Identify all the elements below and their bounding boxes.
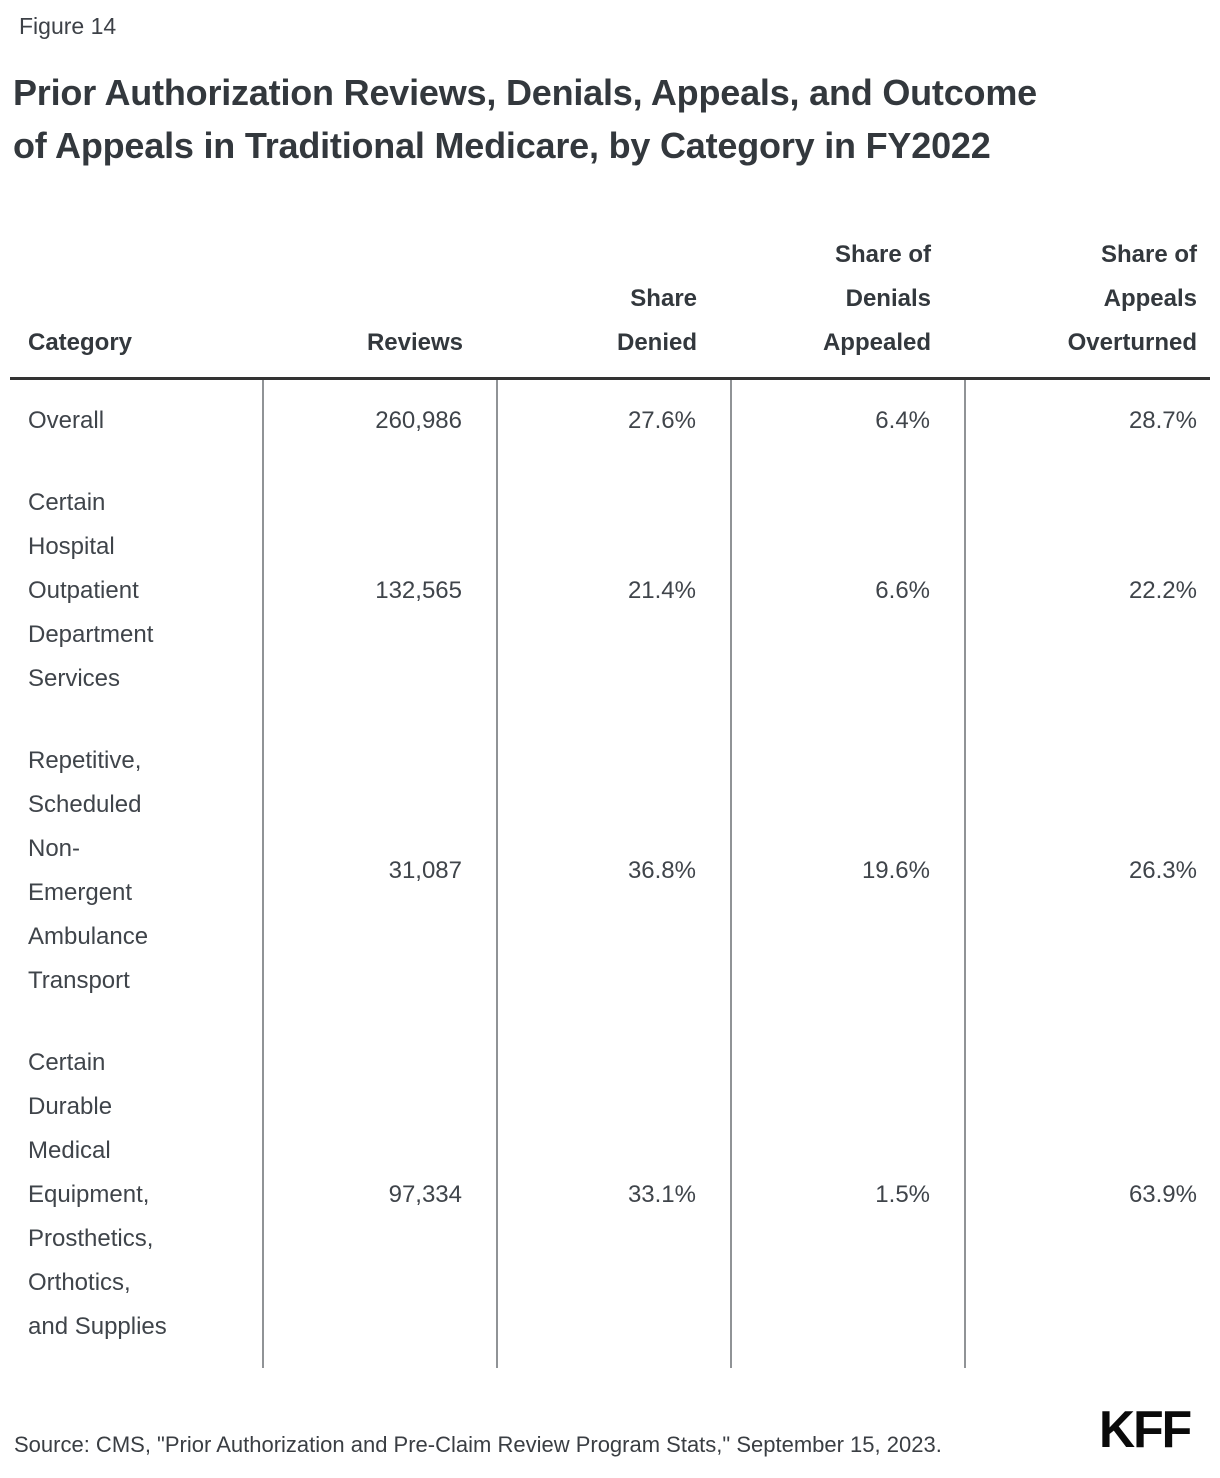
col-header-share-appeals-overturned: Share of Appeals Overturned bbox=[965, 225, 1210, 380]
cell-category: Repetitive, Scheduled Non- Emergent Ambu… bbox=[28, 747, 149, 994]
cell-share-denials-appealed: 6.4% bbox=[730, 378, 965, 462]
figure-label: Figure 14 bbox=[19, 13, 117, 39]
cell-reviews: 132,565 bbox=[262, 462, 497, 720]
cell-share-appeals-overturned: 26.3% bbox=[964, 720, 1210, 1022]
cell-reviews: 31,087 bbox=[262, 720, 497, 1022]
cell-category: Certain Hospital Outpatient Department S… bbox=[28, 489, 154, 692]
cell-share-denied: 27.6% bbox=[496, 378, 731, 462]
cell-category: Overall bbox=[28, 407, 105, 434]
col-header-reviews: Reviews bbox=[263, 225, 497, 380]
table-row-dme-prosthetics: Certain Durable Medical Equipment, Prost… bbox=[10, 1022, 1210, 1368]
cell-share-denials-appealed: 1.5% bbox=[730, 1022, 965, 1368]
cell-share-denials-appealed: 6.6% bbox=[730, 462, 965, 720]
cell-category: Certain Durable Medical Equipment, Prost… bbox=[28, 1049, 167, 1340]
table-row-hospital-outpatient: Certain Hospital Outpatient Department S… bbox=[10, 462, 1210, 720]
cell-share-appeals-overturned: 63.9% bbox=[964, 1022, 1210, 1368]
col-header-share-denied: Share Denied bbox=[497, 225, 731, 380]
cell-share-denials-appealed: 19.6% bbox=[730, 720, 965, 1022]
table-row-overall: Overall 260,986 27.6% 6.4% 28.7% bbox=[10, 378, 1210, 462]
source-note: Source: CMS, "Prior Authorization and Pr… bbox=[14, 1432, 942, 1457]
kff-logo: KFF bbox=[1099, 1400, 1192, 1459]
data-table: Category Reviews Share Denied Share of D… bbox=[10, 225, 1210, 1368]
col-header-share-denials-appealed: Share of Denials Appealed bbox=[731, 225, 965, 380]
cell-share-denied: 21.4% bbox=[496, 462, 731, 720]
cell-share-denied: 36.8% bbox=[496, 720, 731, 1022]
cell-share-appeals-overturned: 28.7% bbox=[964, 378, 1210, 462]
cell-reviews: 97,334 bbox=[262, 1022, 497, 1368]
col-header-category: Category bbox=[10, 225, 263, 380]
figure-title: Prior Authorization Reviews, Denials, Ap… bbox=[13, 72, 1037, 166]
table-row-ambulance-transport: Repetitive, Scheduled Non- Emergent Ambu… bbox=[10, 720, 1210, 1022]
header-row: Category Reviews Share Denied Share of D… bbox=[10, 225, 1210, 380]
cell-share-denied: 33.1% bbox=[496, 1022, 731, 1368]
cell-reviews: 260,986 bbox=[262, 378, 497, 462]
cell-share-appeals-overturned: 22.2% bbox=[964, 462, 1210, 720]
